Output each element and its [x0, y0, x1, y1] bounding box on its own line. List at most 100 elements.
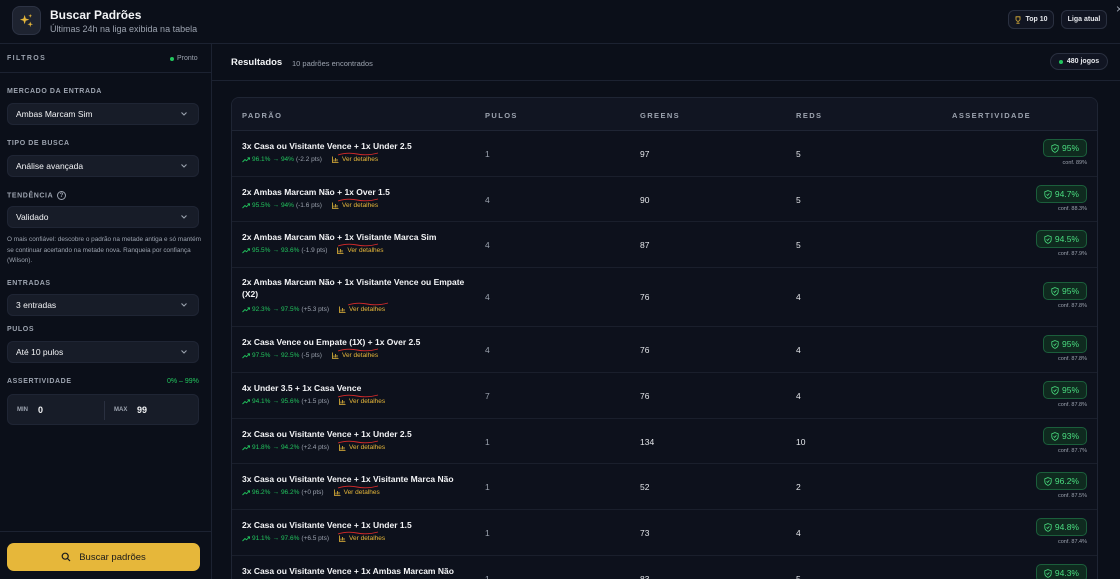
trend-line: 97.5% → 92.5% (-5 pts) Ver detalhes: [242, 352, 378, 359]
entradas-value: 3 entradas: [16, 300, 57, 310]
divider: [104, 401, 105, 420]
table-row[interactable]: 2x Casa ou Visitante Vence + 1x Under 2.…: [232, 419, 1097, 464]
details-link[interactable]: Ver detalhes: [332, 156, 378, 163]
reds-cell: 5: [796, 149, 801, 159]
trend-to: 94%: [280, 202, 294, 209]
confidence-label: conf. 89%: [1062, 160, 1087, 166]
pulos-cell: 7: [485, 391, 490, 401]
trend-up-icon: [242, 202, 250, 208]
arrow-right-icon: →: [272, 398, 279, 405]
table-row[interactable]: 3x Casa ou Visitante Vence + 1x Ambas Ma…: [232, 556, 1097, 579]
shield-check-icon: [1044, 189, 1052, 199]
arrow-right-icon: →: [272, 535, 279, 542]
details-link[interactable]: Ver detalhes: [333, 489, 380, 496]
pulos-cell: 4: [485, 240, 490, 250]
tipo-select[interactable]: Análise avançada: [7, 155, 199, 177]
entradas-select[interactable]: 3 entradas: [7, 294, 199, 316]
status-indicator: Pronto: [170, 55, 198, 62]
trend-from: 96.1%: [252, 156, 271, 163]
trend-from: 91.8%: [252, 444, 271, 451]
arrow-right-icon: →: [272, 444, 279, 451]
greens-cell: 76: [640, 345, 650, 355]
trend-delta: (+0 pts): [301, 489, 324, 496]
pattern-name: 2x Casa ou Visitante Vence + 1x Under 2.…: [242, 429, 412, 439]
trend-delta: (-5 pts): [301, 352, 322, 359]
details-link[interactable]: Ver detalhes: [339, 444, 385, 451]
assertividade-badge: 95%: [1042, 282, 1087, 300]
shield-check-icon: [1044, 568, 1052, 578]
details-link[interactable]: Ver detalhes: [337, 247, 384, 254]
trend-delta: (+2.4 pts): [301, 444, 330, 451]
trend-to: 96.2%: [280, 489, 300, 496]
page-subtitle: Últimas 24h na liga exibida na tabela: [50, 24, 198, 34]
pattern-name: 3x Casa ou Visitante Vence + 1x Ambas Ma…: [242, 566, 454, 576]
reds-cell: 5: [796, 195, 801, 205]
reds-cell: 4: [796, 292, 801, 302]
assertividade-badge: 94.3%: [1035, 564, 1087, 579]
table-row[interactable]: 2x Ambas Marcam Não + 1x Over 1.5 95.5% → 9…: [232, 177, 1097, 222]
trend-to: 95.6%: [280, 398, 300, 405]
assertividade-badge: 94.5%: [1035, 230, 1087, 248]
close-icon[interactable]: ×: [1116, 2, 1120, 16]
pulos-cell: 4: [485, 195, 490, 205]
reds-cell: 5: [796, 574, 801, 579]
trend-up-icon: [242, 306, 250, 312]
shield-check-icon: [1044, 522, 1052, 532]
table-row[interactable]: 2x Ambas Marcam Não + 1x Visitante Vence…: [232, 268, 1097, 327]
pulos-select[interactable]: Até 10 pulos: [7, 341, 199, 363]
details-label: Ver detalhes: [341, 202, 379, 209]
max-input[interactable]: 99: [137, 405, 148, 415]
trend-line: 91.8% → 94.2% (+2.4 pts) Ver detalhes: [242, 444, 385, 451]
arrow-right-icon: →: [272, 156, 279, 163]
games-badge: 480 jogos: [1050, 53, 1108, 70]
greens-cell: 87: [640, 240, 650, 250]
details-link[interactable]: Ver detalhes: [339, 398, 385, 405]
details-link[interactable]: Ver detalhes: [332, 202, 378, 209]
table-row[interactable]: 3x Casa ou Visitante Vence + 1x Visitant…: [232, 464, 1097, 510]
table-row[interactable]: 2x Casa ou Visitante Vence + 1x Under 1.…: [232, 510, 1097, 556]
filters-sidebar: FILTROS Pronto MERCADO DA ENTRADA Ambas …: [0, 44, 212, 579]
table-row[interactable]: 2x Casa Vence ou Empate (1X) + 1x Over 2…: [232, 327, 1097, 373]
reds-cell: 2: [796, 482, 801, 492]
details-link[interactable]: Ver detalhes: [339, 306, 385, 313]
bar-chart-icon: [332, 352, 339, 359]
confidence-label: conf. 87.8%: [1057, 356, 1087, 362]
details-link[interactable]: Ver detalhes: [339, 535, 385, 542]
trend-from: 94.1%: [252, 398, 271, 405]
greens-cell: 90: [640, 195, 650, 205]
confidence-label: conf. 87.8%: [1057, 402, 1087, 408]
mercado-select[interactable]: Ambas Marcam Sim: [7, 103, 199, 125]
arrow-right-icon: →: [272, 352, 279, 359]
pattern-name: 3x Casa ou Visitante Vence + 1x Visitant…: [242, 474, 454, 484]
tendencia-label: TENDÊNCIA?: [7, 191, 67, 200]
chevron-down-icon: [181, 350, 187, 354]
assertividade-value: 94.8%: [1054, 522, 1079, 532]
reds-cell: 10: [796, 437, 806, 447]
bar-chart-icon: [339, 398, 346, 405]
pattern-name: 4x Under 3.5 + 1x Casa Vence: [242, 383, 362, 393]
trend-from: 97.5%: [252, 352, 271, 359]
top10-button[interactable]: Top 10: [1008, 10, 1054, 29]
chevron-down-icon: [181, 303, 187, 307]
divider: [0, 531, 211, 532]
pattern-name: 2x Casa Vence ou Empate (1X) + 1x Over 2…: [242, 337, 421, 347]
table-row[interactable]: 4x Under 3.5 + 1x Casa Vence 94.1% → 95.6%(…: [232, 373, 1097, 419]
liga-atual-button[interactable]: Liga atual: [1061, 10, 1107, 29]
trend-to: 97.6%: [280, 535, 300, 542]
assertividade-badge: 95%: [1042, 335, 1087, 353]
help-icon[interactable]: ?: [57, 191, 67, 200]
table-row[interactable]: 3x Casa ou Visitante Vence + 1x Under 2.…: [232, 131, 1097, 177]
details-link[interactable]: Ver detalhes: [332, 352, 378, 359]
tendencia-select[interactable]: Validado: [7, 206, 199, 228]
assertividade-range: 0% – 99%: [167, 378, 199, 385]
annotation-mark: [337, 243, 379, 247]
annotation-mark: [337, 440, 379, 444]
greens-cell: 83: [640, 574, 650, 579]
top-bar: Buscar Padrões Últimas 24h na liga exibi…: [0, 0, 1120, 44]
annotation-mark: [337, 531, 379, 535]
min-input[interactable]: 0: [38, 405, 44, 415]
table-row[interactable]: 2x Ambas Marcam Não + 1x Visitante Marca…: [232, 222, 1097, 268]
greens-cell: 76: [640, 292, 650, 302]
search-button[interactable]: Buscar padrões: [7, 543, 200, 571]
trend-line: 92.3% → 97.5% (+5.3 pts) Ver detalhes: [242, 306, 385, 313]
